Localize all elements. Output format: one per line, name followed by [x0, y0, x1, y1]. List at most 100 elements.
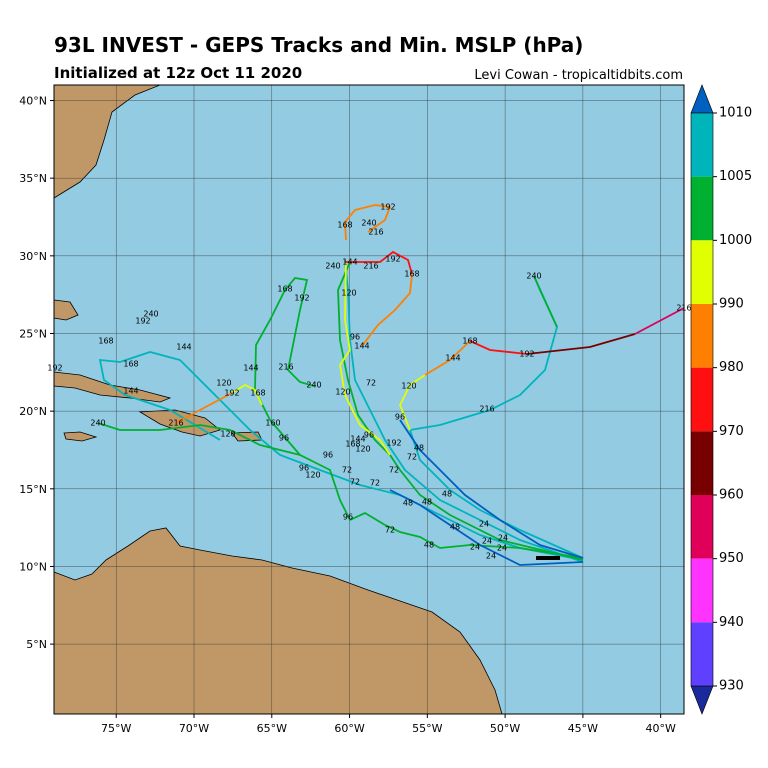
track-hour-label: 192: [519, 350, 534, 359]
track-hour-label: 216: [168, 419, 183, 428]
track-hour-label: 96: [323, 451, 333, 460]
track: [526, 333, 636, 355]
lon-tick-label: 75°W: [101, 722, 131, 735]
track-hour-label: 48: [403, 499, 413, 508]
colorbar-segment: [691, 495, 713, 559]
track-hour-label: 120: [355, 445, 370, 454]
track-hour-label: 96: [279, 434, 289, 443]
track-hour-label: 168: [98, 337, 113, 346]
track: [399, 374, 426, 431]
track-hour-label: 72: [366, 379, 376, 388]
lon-tick-label: 40°W: [645, 722, 675, 735]
lon-tick-label: 50°W: [490, 722, 520, 735]
track: [408, 275, 584, 559]
colorbar-label: 930: [719, 679, 744, 694]
lat-tick-label: 30°N: [19, 250, 47, 263]
track-hour-label: 168: [277, 285, 292, 294]
track-hour-label: 96: [395, 413, 405, 422]
track-hour-label: 72: [342, 466, 352, 475]
track-hour-label: 24: [482, 537, 492, 546]
lon-tick-label: 45°W: [568, 722, 598, 735]
track: [424, 340, 471, 376]
track: [231, 383, 263, 406]
track-hour-label: 120: [220, 430, 235, 439]
lon-tick-label: 70°W: [179, 722, 209, 735]
track-hour-label: 240: [361, 219, 376, 228]
track-hour-label: 24: [486, 552, 496, 561]
track-hour-label: 192: [294, 294, 309, 303]
track-hour-label: 160: [265, 419, 280, 428]
track-hour-label: 48: [424, 541, 434, 550]
track-hour-label: 168: [337, 221, 352, 230]
lat-tick-label: 20°N: [19, 405, 47, 418]
colorbar-label: 950: [719, 551, 744, 566]
track-hour-label: 72: [385, 526, 395, 535]
track: [389, 489, 584, 566]
track-hour-label: 240: [143, 310, 158, 319]
colorbar-segment: [691, 176, 713, 241]
colorbar-segment: [691, 367, 713, 432]
track-hour-label: 168: [123, 360, 138, 369]
track-hour-label: 144: [354, 342, 369, 351]
colorbar-segment: [691, 240, 713, 304]
track-hour-label: 192: [380, 203, 395, 212]
track-hour-label: 72: [370, 479, 380, 488]
track-hour-label: 48: [450, 523, 460, 532]
track: [399, 419, 584, 559]
track-hour-label: 240: [325, 262, 340, 271]
track: [97, 422, 584, 559]
track-hour-label: 120: [305, 471, 320, 480]
colorbar-bottom-cap: [690, 685, 714, 715]
lon-tick-label: 60°W: [334, 722, 364, 735]
track-hour-label: 24: [479, 520, 489, 529]
colorbar-segment: [691, 304, 713, 368]
track: [339, 261, 391, 456]
title: 93L INVEST - GEPS Tracks and Min. MSLP (…: [54, 33, 583, 57]
track-hour-label: 192: [386, 439, 401, 448]
colorbar-label: 960: [719, 488, 744, 503]
lon-tick-label: 65°W: [257, 722, 287, 735]
map-frame: [53, 84, 685, 715]
track-hour-label: 168: [250, 389, 265, 398]
colorbar-segment: [691, 622, 713, 686]
track-hour-label: 144: [123, 387, 138, 396]
track-hour-label: 216: [363, 262, 378, 271]
track-hour-label: 48: [414, 444, 424, 453]
track-hour-label: 24: [497, 544, 507, 553]
colorbar-label: 970: [719, 424, 744, 439]
lat-tick-label: 10°N: [19, 560, 47, 573]
track-hour-label: 72: [407, 453, 417, 462]
track-hour-label: 240: [526, 272, 541, 281]
track: [344, 259, 584, 563]
colorbar-label: 1010: [719, 106, 752, 121]
track-hour-label: 72: [389, 466, 399, 475]
track-hour-label: 120: [335, 388, 350, 397]
track: [98, 351, 584, 561]
track-hour-label: 216: [278, 363, 293, 372]
tracks: [97, 204, 685, 566]
track: [175, 392, 233, 424]
track-hour-label: 192: [385, 255, 400, 264]
track-hour-label: 96: [350, 333, 360, 342]
lat-tick-label: 40°N: [19, 95, 47, 108]
track: [533, 275, 558, 328]
axes: 75°W 70°W 65°W 60°W 55°W 50°W 45°W 40°W 5°N 10°N 1…: [19, 95, 676, 735]
colorbar-label: 980: [719, 360, 744, 375]
track-hour-label: 192: [47, 364, 62, 373]
track: [469, 340, 528, 355]
track: [344, 204, 392, 241]
track-hour-label: 144: [176, 343, 191, 352]
track: [634, 307, 685, 335]
lat-tick-label: 15°N: [19, 483, 47, 496]
track-hour-label: 48: [442, 490, 452, 499]
track-hour-label: 240: [90, 419, 105, 428]
track-hour-label: 120: [216, 379, 231, 388]
graticule: [54, 85, 684, 714]
colorbar-segment: [691, 431, 713, 495]
track-hour-label: 96: [299, 464, 309, 473]
track-hour-label: 144: [342, 258, 357, 267]
track-hour-label: 168: [345, 440, 360, 449]
track-hour-label: 72: [350, 478, 360, 487]
